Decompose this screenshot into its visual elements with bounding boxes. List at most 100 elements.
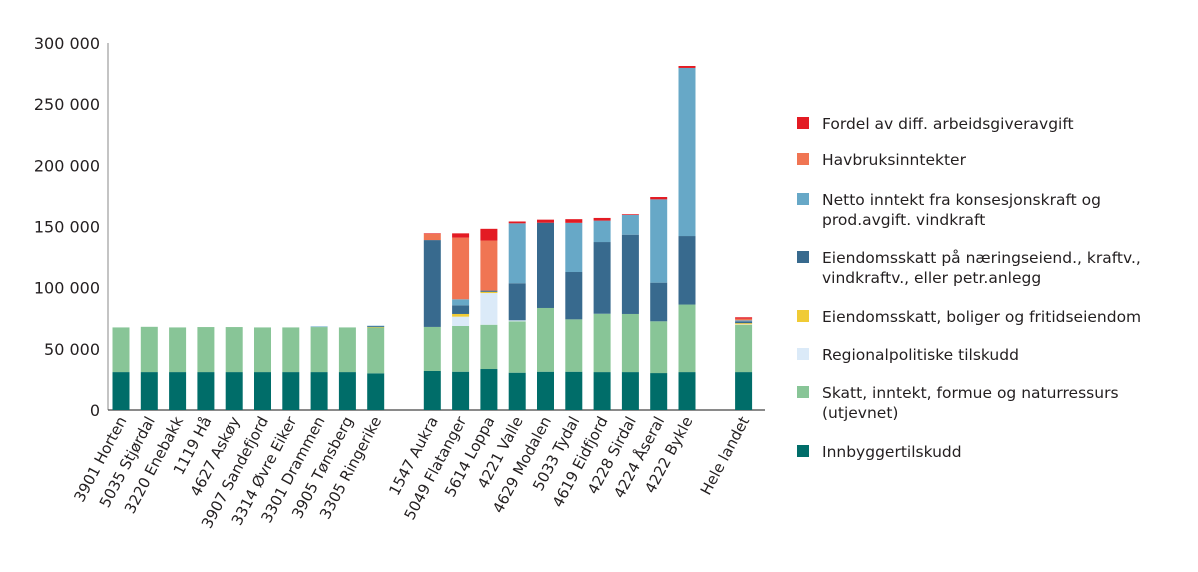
bar-segment — [593, 242, 611, 314]
bar-segment — [112, 327, 130, 373]
legend-swatch — [797, 386, 809, 398]
bar-segment — [593, 313, 611, 373]
legend-swatch — [797, 251, 809, 263]
bar-segment — [140, 372, 158, 410]
bar-segment — [650, 197, 668, 200]
legend-label: Skatt, inntekt, formue og naturressurs — [822, 384, 1119, 402]
legend-label: Fordel av diff. arbeidsgiveravgift — [822, 115, 1074, 133]
bar-segment — [537, 307, 554, 372]
legend-label: prod.avgift. vindkraft — [822, 211, 985, 229]
bar-segment — [169, 372, 187, 410]
bar-segment — [112, 372, 130, 410]
bar-segment — [593, 372, 611, 410]
bar-segment — [565, 319, 583, 372]
bar-segment — [367, 373, 385, 410]
bar-segment — [367, 325, 385, 327]
bar-segment — [452, 316, 470, 326]
bar-segment — [678, 372, 696, 410]
bar-segment — [480, 290, 498, 292]
bar-segment — [735, 372, 753, 410]
y-tick-label: 200 000 — [34, 156, 100, 175]
bar-segment — [452, 233, 470, 238]
legend-swatch — [797, 445, 809, 457]
bar-segment — [225, 372, 243, 410]
bar-segment — [735, 318, 753, 321]
bar-segment — [565, 219, 583, 223]
legend-label: (utjevnet) — [822, 404, 898, 422]
legend-label: Havbruksinntekter — [822, 151, 967, 169]
bar-segment — [310, 326, 328, 328]
bar-segment — [508, 223, 526, 284]
bar-segment — [650, 282, 668, 322]
bar-segment — [735, 323, 753, 325]
bar-segment — [508, 372, 526, 410]
legend-swatch — [797, 153, 809, 165]
bar-segment — [678, 304, 696, 373]
bar-segment — [621, 313, 639, 373]
bar-segment — [310, 327, 328, 373]
bar-segment — [452, 371, 470, 410]
bar-segment — [169, 327, 187, 373]
bar-segment — [282, 327, 300, 373]
bar-segment — [678, 236, 696, 305]
bar-segment — [650, 199, 668, 283]
bar-segment — [537, 219, 554, 223]
bar-segment — [480, 240, 498, 291]
bar-segment — [565, 272, 583, 320]
bar-segment — [621, 214, 639, 216]
bar-segment — [480, 324, 498, 370]
bar-segment — [367, 327, 385, 328]
bar-segment — [367, 327, 385, 374]
bar-segment — [480, 293, 498, 325]
bar-segment — [480, 228, 498, 241]
legend-swatch — [797, 310, 809, 322]
bar-segment — [621, 372, 639, 410]
bar-segment — [367, 326, 385, 328]
legend-label: Eiendomsskatt, boliger og fritidseiendom — [822, 308, 1141, 326]
bar-segment — [508, 320, 526, 322]
legend-label: Netto inntekt fra konsesjonskraft og — [822, 191, 1101, 209]
bar-segment — [735, 317, 753, 319]
bar-segment — [254, 327, 271, 373]
bar-segment — [650, 321, 668, 374]
y-tick-label: 250 000 — [34, 95, 100, 114]
bar-segment — [197, 372, 215, 410]
legend-label: Eiendomsskatt på næringseiend., kraftv., — [822, 249, 1141, 267]
legend-label: vindkraftv., eller petr.anlegg — [822, 269, 1041, 287]
y-tick-label: 0 — [90, 401, 100, 420]
legend-swatch — [797, 117, 809, 129]
bar-segment — [423, 326, 441, 371]
bar-segment — [452, 325, 470, 372]
bar-segment — [423, 233, 441, 234]
bar-segment — [650, 373, 668, 410]
bar-segment — [225, 327, 243, 373]
legend-swatch — [797, 193, 809, 205]
bar-segment — [310, 372, 328, 410]
y-tick-label: 150 000 — [34, 218, 100, 237]
x-tick-label: Hele landet — [697, 413, 753, 498]
bar-segment — [338, 327, 356, 373]
bar-segment — [452, 313, 470, 317]
legend-swatch — [797, 348, 809, 360]
bar-segment — [423, 370, 441, 410]
bar-segment — [735, 321, 753, 324]
bar-segment — [480, 291, 498, 294]
bar-segment — [508, 221, 526, 224]
bar-segment — [254, 372, 271, 410]
bar-segment — [678, 67, 696, 237]
y-tick-label: 100 000 — [34, 279, 100, 298]
bar-segment — [537, 222, 554, 308]
bar-segment — [735, 324, 753, 325]
bar-segment — [452, 305, 470, 314]
legend-label: Innbyggertilskudd — [822, 443, 962, 461]
bar-segment — [678, 65, 696, 68]
bar-segment — [565, 371, 583, 410]
bar-segment — [735, 324, 753, 373]
bar-segment — [423, 240, 441, 327]
bar-segment — [338, 372, 356, 410]
bar-segment — [621, 215, 639, 235]
bar-segment — [593, 217, 611, 221]
bar-segment — [480, 369, 498, 410]
y-tick-label: 50 000 — [44, 340, 100, 359]
